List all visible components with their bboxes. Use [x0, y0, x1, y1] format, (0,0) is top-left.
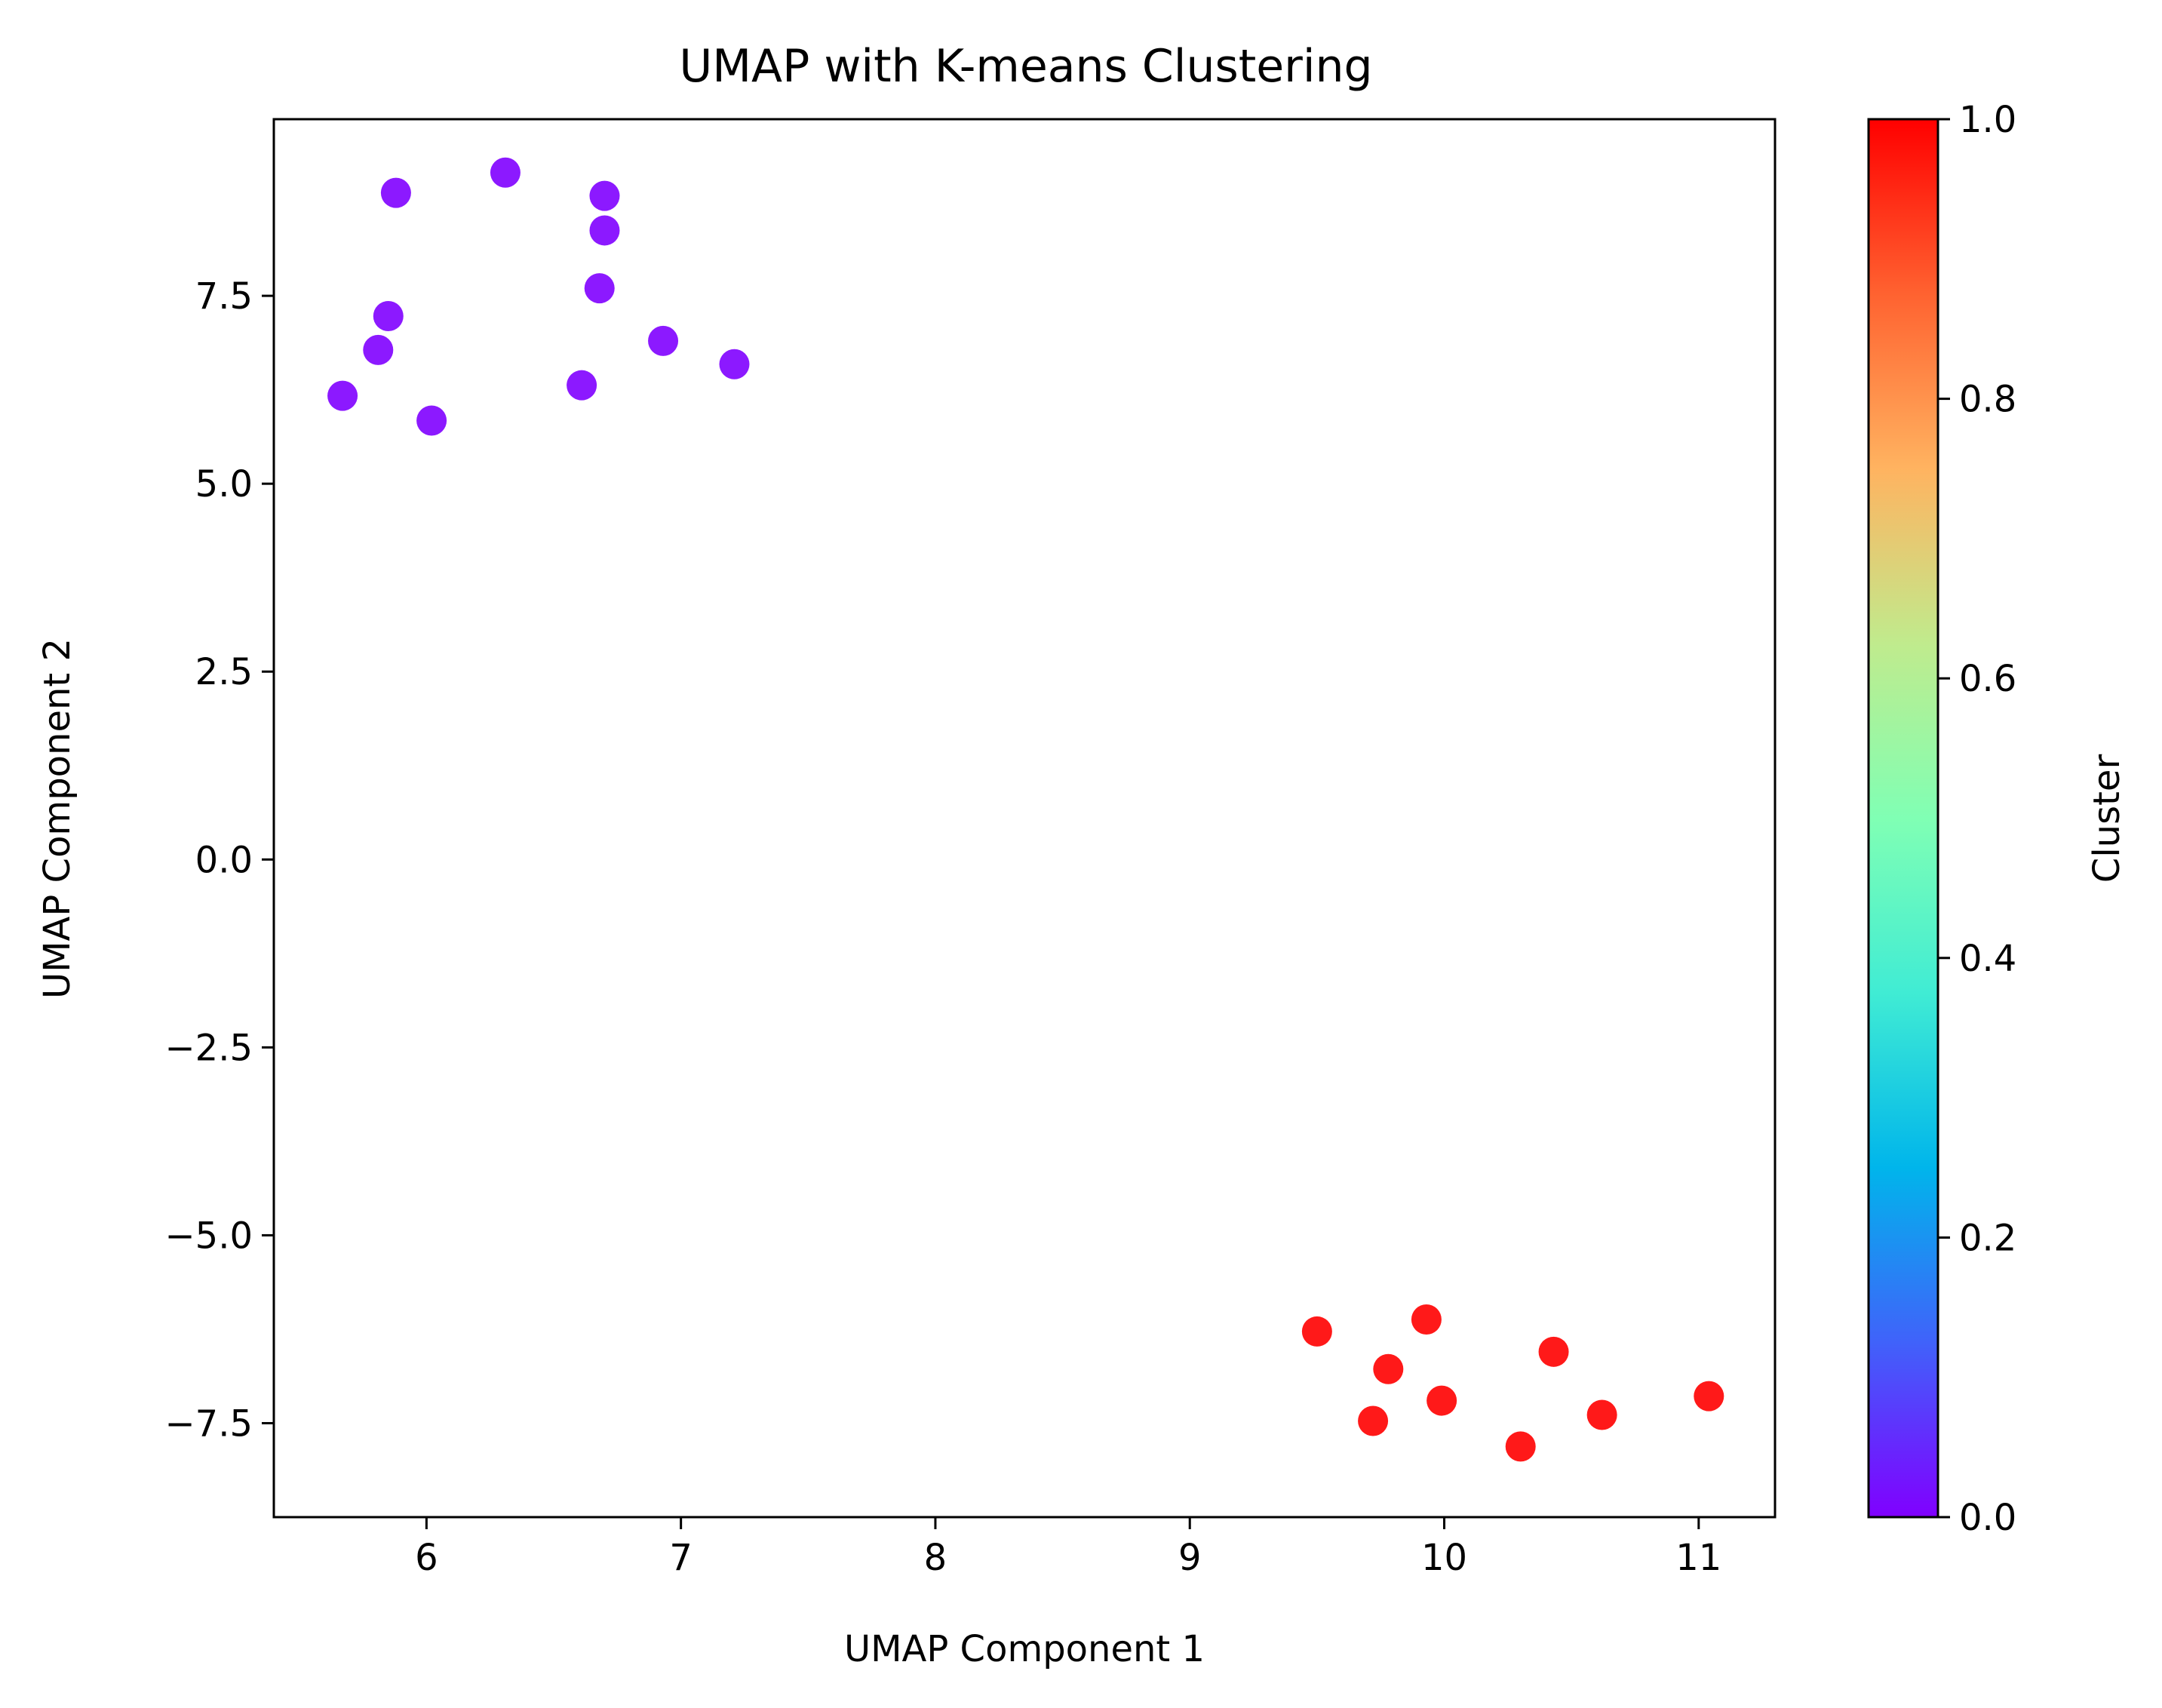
cluster-0-point — [490, 157, 521, 188]
cluster-0-point — [719, 349, 750, 379]
y-tick-label: 7.5 — [195, 275, 253, 318]
y-tick-label: 0.0 — [195, 839, 253, 881]
cluster-1-point — [1694, 1381, 1724, 1412]
colorbar-tick-label: 0.6 — [1959, 658, 2016, 700]
cluster-1-point — [1586, 1399, 1617, 1430]
colorbar-tick-label: 0.2 — [1959, 1217, 2016, 1259]
x-tick-label: 10 — [1421, 1537, 1467, 1579]
y-axis-ticks: −7.5 −5.0 −2.5 0.0 2.5 5.0 7.5 — [164, 275, 274, 1445]
y-axis-label: UMAP Component 2 — [36, 638, 78, 999]
colorbar-tick-label: 0.4 — [1959, 938, 2016, 980]
cluster-0-point — [648, 325, 679, 356]
cluster-1-point — [1426, 1385, 1457, 1416]
cluster-0-point — [416, 405, 447, 436]
y-tick-label: −7.5 — [164, 1402, 253, 1445]
cluster-0-point — [327, 380, 358, 411]
cluster-0-point — [567, 370, 597, 401]
chart-title: UMAP with K-means Clustering — [679, 40, 1372, 93]
colorbar-tick-label: 0.8 — [1959, 379, 2016, 421]
cluster-0-point — [584, 273, 615, 304]
x-axis-ticks: 6 7 8 9 10 11 — [415, 1517, 1721, 1579]
plot-frame — [272, 118, 1777, 1519]
x-tick-label: 11 — [1675, 1537, 1721, 1579]
colorbar-tick-label: 0.0 — [1959, 1497, 2016, 1539]
colorbar-gradient — [1867, 118, 1939, 1519]
cluster-0-point — [363, 334, 394, 365]
cluster-1-point — [1373, 1353, 1404, 1384]
cluster-0-point — [589, 180, 620, 211]
cluster-1-point — [1358, 1405, 1389, 1436]
plot-area: 6 7 8 9 10 11 −7.5 −5.0 −2.5 0.0 2.5 5.0 7.5 — [164, 118, 1777, 1579]
y-tick-label: −5.0 — [164, 1215, 253, 1257]
colorbar: 0.0 0.2 0.4 0.6 0.8 1.0 Cluster — [1867, 99, 2128, 1539]
x-tick-label: 7 — [669, 1537, 693, 1579]
cluster-0-point — [373, 301, 404, 332]
cluster-1-point — [1505, 1431, 1536, 1462]
cluster-0-point — [380, 177, 411, 208]
x-axis-label: UMAP Component 1 — [844, 1628, 1205, 1670]
y-tick-label: 5.0 — [195, 463, 253, 505]
x-tick-label: 6 — [415, 1537, 438, 1579]
scatter-points — [327, 157, 1724, 1462]
colorbar-ticks: 0.0 0.2 0.4 0.6 0.8 1.0 — [1938, 99, 2016, 1539]
y-tick-label: 2.5 — [195, 651, 253, 693]
cluster-0-point — [589, 215, 620, 246]
cluster-1-point — [1538, 1336, 1569, 1367]
cluster-1-point — [1411, 1304, 1442, 1335]
x-tick-label: 8 — [924, 1537, 947, 1579]
colorbar-tick-label: 1.0 — [1959, 99, 2016, 141]
x-tick-label: 9 — [1178, 1537, 1202, 1579]
y-tick-label: −2.5 — [164, 1027, 253, 1069]
colorbar-label: Cluster — [2086, 754, 2128, 883]
cluster-1-point — [1301, 1316, 1332, 1347]
